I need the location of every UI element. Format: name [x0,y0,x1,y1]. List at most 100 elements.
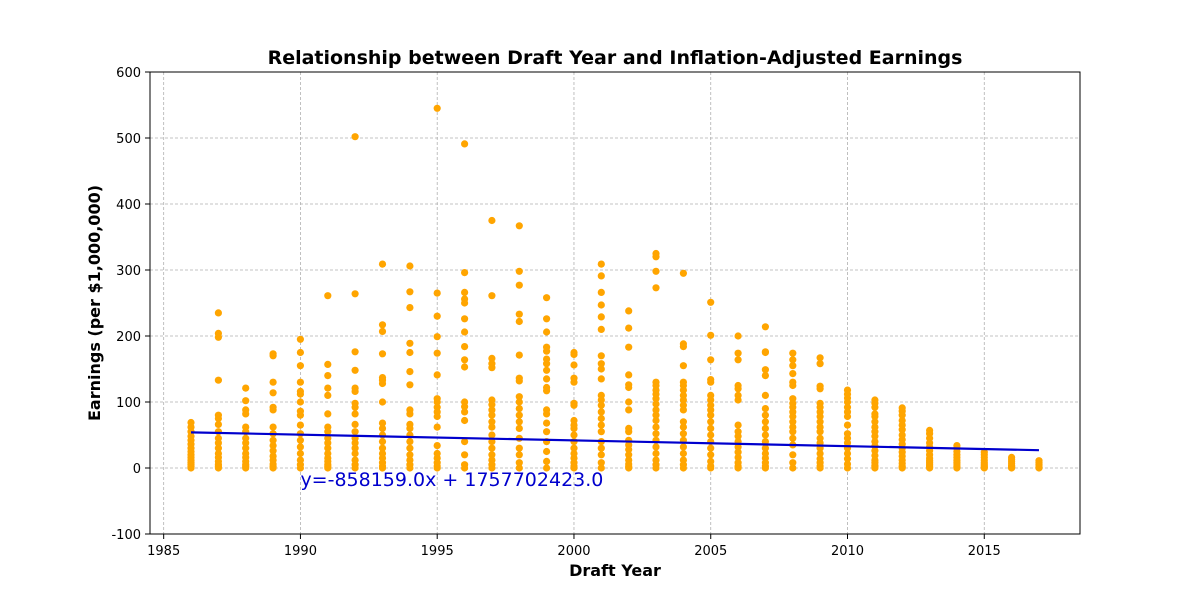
data-point [843,421,852,429]
data-point [214,420,222,428]
data-point [789,459,797,467]
data-point [761,372,770,380]
data-point [406,381,414,389]
data-point [406,451,414,459]
data-point [679,386,688,394]
data-point [789,412,797,421]
data-point [351,449,359,458]
x-tick-label-6: 2015 [968,544,1001,559]
data-point [679,406,688,414]
data-point [707,424,715,432]
data-point [570,444,578,452]
data-point [324,360,332,368]
data-point [269,423,277,431]
data-point [242,410,250,418]
data-point [461,315,469,323]
data-point [296,335,304,343]
data-point [351,410,359,418]
data-point [461,343,469,351]
data-point [734,453,742,461]
data-point [871,464,879,472]
data-point [679,423,688,431]
data-point [515,377,523,385]
data-point [597,414,605,423]
data-point [843,439,852,447]
data-point [570,350,578,359]
data-point [707,406,715,414]
data-point [597,408,605,416]
data-point [378,379,387,388]
regression-line [191,431,1039,452]
data-point [761,391,770,399]
data-point [816,464,824,472]
data-point [761,348,770,357]
data-point [816,385,824,393]
data-point [652,423,660,431]
data-point [324,464,332,472]
data-point [707,418,715,426]
data-point [789,418,797,426]
data-point [296,443,304,451]
data-point [734,396,742,404]
data-point [707,444,715,452]
data-point [597,464,605,472]
data-point [679,343,688,351]
data-point [898,464,906,472]
data-point [433,412,441,421]
data-point [433,442,441,450]
data-point [351,366,359,374]
x-tick-label-5: 2010 [831,544,864,559]
data-point [515,451,523,459]
data-point [324,444,332,452]
data-point [597,360,605,368]
data-point [761,418,770,426]
data-point [761,424,770,432]
data-point [351,444,359,452]
data-point [461,464,469,472]
y-axis-title: Earnings (per $1,000,000) [85,185,104,421]
data-point [789,356,797,364]
data-point [926,464,934,472]
data-point [570,401,578,409]
data-point [488,292,496,300]
data-point [707,464,715,472]
data-point [953,464,961,472]
data-point [898,411,906,419]
data-point [488,423,496,431]
data-point [351,387,359,395]
data-point [296,398,304,406]
data-point [734,464,742,472]
data-point [515,222,523,230]
data-point [789,349,797,357]
data-point [707,431,715,439]
y-tick-label-6: 500 [116,132,141,147]
data-point [734,356,742,364]
scatter-points [187,104,1043,472]
data-point [597,428,605,436]
data-point [488,406,496,414]
data-point [652,253,660,261]
data-point [625,398,633,406]
data-point [679,464,688,472]
data-point [461,269,469,277]
data-point [351,439,359,447]
data-point [351,464,359,472]
data-point [351,133,359,141]
data-point [242,439,250,447]
data-point [296,378,304,386]
data-point [871,432,879,440]
data-point [351,348,359,356]
data-point [707,378,715,386]
data-point [488,364,496,372]
data-point [789,381,797,390]
data-point [324,372,332,380]
data-point [433,349,441,357]
data-point [515,398,523,406]
data-point [324,384,332,392]
data-point [679,396,688,404]
data-point [324,292,332,300]
data-point [406,339,414,347]
data-point [652,400,660,408]
data-point [543,419,551,427]
